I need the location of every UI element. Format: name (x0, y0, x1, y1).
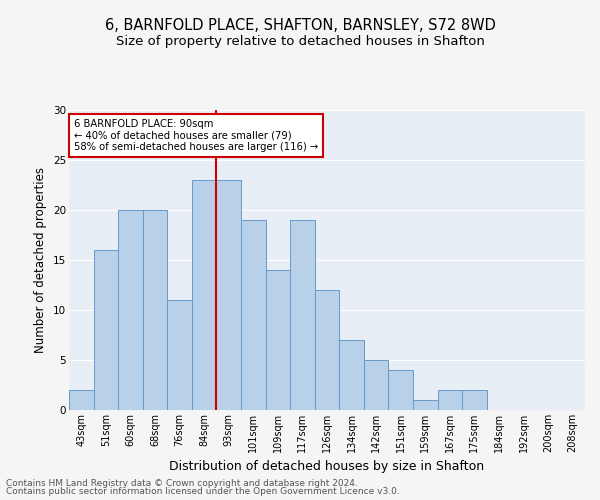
Y-axis label: Number of detached properties: Number of detached properties (34, 167, 47, 353)
Bar (290, 220, 315, 410)
Bar (94, 250, 118, 410)
Bar (413, 400, 437, 410)
Text: 6, BARNFOLD PLACE, SHAFTON, BARNSLEY, S72 8WD: 6, BARNFOLD PLACE, SHAFTON, BARNSLEY, S7… (104, 18, 496, 32)
Bar (217, 180, 241, 410)
Bar (315, 290, 339, 410)
Bar (69, 390, 94, 410)
Text: Size of property relative to detached houses in Shafton: Size of property relative to detached ho… (116, 35, 484, 48)
X-axis label: Distribution of detached houses by size in Shafton: Distribution of detached houses by size … (169, 460, 485, 473)
Bar (462, 390, 487, 410)
Bar (388, 370, 413, 410)
Bar (143, 210, 167, 410)
Bar (339, 340, 364, 410)
Text: Contains HM Land Registry data © Crown copyright and database right 2024.: Contains HM Land Registry data © Crown c… (6, 478, 358, 488)
Bar (364, 360, 388, 410)
Bar (437, 390, 462, 410)
Bar (192, 180, 217, 410)
Bar (266, 270, 290, 410)
Text: 6 BARNFOLD PLACE: 90sqm
← 40% of detached houses are smaller (79)
58% of semi-de: 6 BARNFOLD PLACE: 90sqm ← 40% of detache… (74, 119, 319, 152)
Bar (241, 220, 266, 410)
Text: Contains public sector information licensed under the Open Government Licence v3: Contains public sector information licen… (6, 487, 400, 496)
Bar (167, 300, 192, 410)
Bar (118, 210, 143, 410)
